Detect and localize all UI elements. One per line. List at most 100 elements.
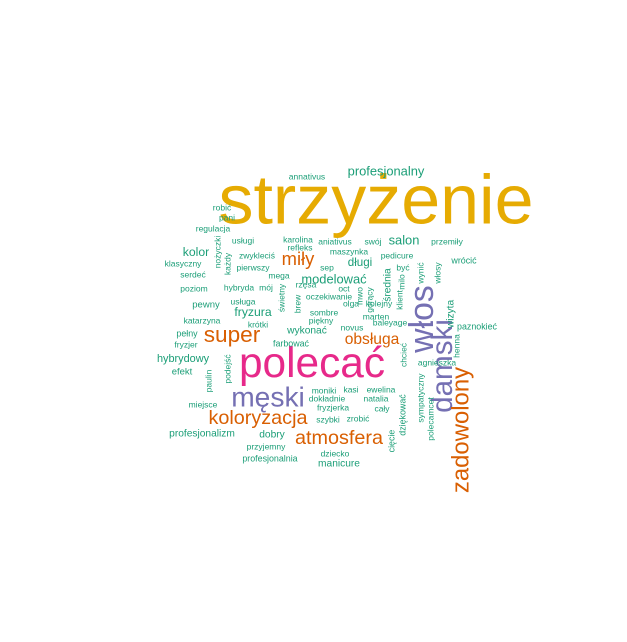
word-91: włosy [432,262,442,285]
word-63: kasi [343,384,358,394]
word-56: regulacja [196,223,231,233]
word-48: usługi [232,235,254,245]
word-94: chcieć [398,342,408,367]
word-89: paulin [203,369,213,392]
word-68: novus [341,322,364,332]
word-35: moniki [312,385,337,395]
word-73: oczekiwanie [306,291,353,301]
word-67: dokładnie [309,393,346,403]
word-8: koloryzacja [209,407,308,429]
word-95: polecamcet [425,397,435,441]
word-64: cały [374,403,390,413]
word-14: kolor [183,245,209,259]
word-19: manicure [318,459,360,470]
word-92: henna [451,334,461,358]
word-12: modelować [301,271,367,286]
word-17: hybrydowy [157,353,210,365]
word-10: obsługa [345,331,400,348]
word-58: miejsce [189,399,218,409]
word-76: rzęsa [296,279,317,289]
word-22: średnia [383,268,394,302]
word-60: sympatyczny [415,373,425,423]
word-18: profesjonalizm [169,429,235,440]
word-70: oct [338,283,350,293]
word-5: zadowolony [447,367,474,493]
word-32: cięcie [386,430,396,453]
word-46: podejść [222,354,232,384]
word-74: olga [343,298,359,308]
word-33: natalia [363,393,388,403]
word-54: maszynka [330,246,369,256]
word-7: atmosfera [295,427,383,449]
word-0: strzyżenie [218,160,533,238]
word-72: kolejny [366,298,393,308]
word-81: poziom [180,283,207,293]
word-96: gorący [364,286,374,312]
word-15: fryzura [234,305,271,319]
word-25: efekt [172,367,193,378]
word-1: polecać [239,339,385,386]
word-27: farbować [273,338,310,348]
word-42: fryzjer [174,339,197,349]
word-86: pani [219,212,235,222]
word-85: robić [213,202,232,212]
word-21: wykonać [286,326,327,337]
word-90: wynić [415,262,425,285]
word-37: usługa [230,296,255,306]
word-78: mega [268,270,290,280]
word-31: dziękować [397,394,407,436]
word-75: sombre [310,307,339,317]
word-44: brew [292,294,302,313]
word-55: pedicure [381,250,414,260]
word-71: marten [363,311,390,321]
word-39: piękny [309,315,334,325]
word-88: każdy [222,252,232,275]
word-16: długi [348,256,373,269]
word-79: hybryda [224,282,255,292]
word-50: aniativus [318,236,352,246]
word-77: sep [320,262,334,272]
word-43: zrobić [347,413,370,423]
word-13: salon [389,232,420,247]
word-45: świetny [276,283,286,312]
word-29: wrócić [450,255,477,265]
word-65: dziecko [321,448,350,458]
word-23: wizyta [446,300,457,330]
word-24: pewny [192,300,220,311]
word-83: swój [364,236,381,246]
word-47: klient [394,289,404,309]
word-6: super [204,322,261,347]
word-61: agnieszka [418,357,457,367]
word-87: nożyczki [212,236,222,269]
word-69: baleyage [373,317,408,327]
word-51: przemiły [431,236,463,246]
word-52: klasyczny [165,258,203,268]
word-62: ewelina [367,384,396,394]
word-11: profesjonalny [348,163,425,178]
word-4: męski [231,380,305,412]
word-82: refleks [287,242,312,252]
word-2: włos [403,285,441,354]
word-40: pierwszy [236,262,270,272]
word-36: być [396,262,410,272]
word-93: milo [396,274,406,290]
word-53: zwykleciś [239,250,275,260]
word-59: szybki [316,414,340,424]
word-38: krótki [248,319,268,329]
word-3: damski [426,319,459,413]
word-9: miły [282,248,315,269]
word-49: karolina [283,234,313,244]
word-84: annativus [289,171,325,181]
word-34: fryzjerka [317,402,349,412]
word-80: mój [259,282,273,292]
word-41: serdeć [180,269,206,279]
word-97: mwo [354,287,364,305]
word-57: katarzyna [184,315,221,325]
word-26: pełny [176,328,198,338]
word-20: dobry [259,430,285,441]
word-66: przyjemny [247,441,286,451]
word-30: paznokieć [457,321,498,331]
word-28: profesjonalnia [242,453,297,463]
